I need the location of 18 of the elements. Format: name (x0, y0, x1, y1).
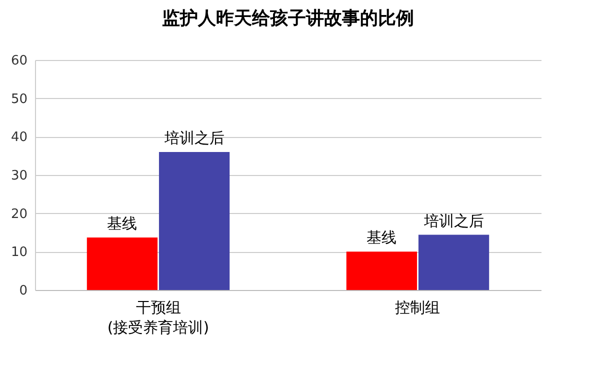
bar (418, 234, 490, 290)
y-tick-label: 0 (19, 284, 28, 298)
chart-title: 监护人昨天给孩子讲故事的比例 (162, 8, 414, 29)
bar (158, 152, 230, 290)
y-tick-label: 30 (10, 168, 28, 184)
x-tick-label: 控制组 (395, 298, 440, 316)
y-tick-label: 40 (10, 130, 28, 146)
text: 基线 (366, 228, 397, 247)
y-tick-label: 10 (10, 245, 28, 260)
series-label: 基线 (107, 214, 138, 232)
y-tick-label: 20 (10, 206, 28, 222)
series-label: 培训之后 (163, 129, 224, 147)
bar (346, 252, 418, 290)
y-tick-label: 60 (10, 54, 28, 68)
x-tick-label: 干预组 (接受养育培训) (107, 298, 210, 336)
text: 培训之后 (424, 212, 484, 230)
bar (86, 237, 158, 290)
y-tick-label: 50 (10, 92, 28, 107)
